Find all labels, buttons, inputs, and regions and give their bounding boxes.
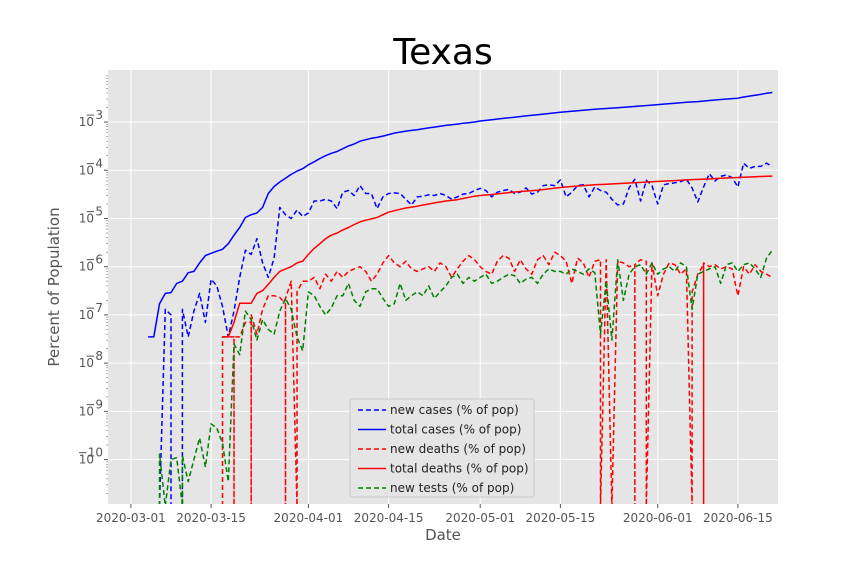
y-tick-exponent: −6 bbox=[85, 253, 103, 267]
series-line-2 bbox=[148, 91, 773, 338]
series-line-3 bbox=[221, 251, 773, 504]
y-tick-base: 10 bbox=[79, 453, 94, 467]
y-tick-exponent: −10 bbox=[78, 446, 103, 460]
x-tick-label: 2020-03-01 bbox=[96, 511, 166, 525]
x-tick-label: 2020-05-01 bbox=[445, 511, 515, 525]
x-tick-label: 2020-03-15 bbox=[176, 511, 246, 525]
legend-label: new deaths (% of pop) bbox=[390, 442, 526, 456]
y-tick-label: 10 bbox=[79, 356, 94, 370]
legend: new cases (% of pop) total cases (% of po… bbox=[349, 398, 535, 498]
y-tick-base: 10 bbox=[79, 115, 94, 129]
series-line-1 bbox=[158, 162, 773, 504]
y-tick-base: 10 bbox=[79, 211, 94, 225]
y-tick-label: 10 bbox=[79, 308, 94, 322]
x-axis: 2020-03-01 2020-03-15 2020-04-01 2020-04-15… bbox=[96, 504, 773, 525]
legend-box bbox=[349, 398, 535, 498]
y-tick-label: 10 bbox=[79, 453, 94, 467]
y-tick-exponent: −3 bbox=[85, 108, 103, 122]
legend-label: new tests (% of pop) bbox=[390, 481, 514, 495]
x-tick-label: 2020-05-15 bbox=[526, 511, 596, 525]
y-axis-label: Percent of Population bbox=[45, 207, 63, 366]
x-axis-label: Date bbox=[425, 526, 461, 544]
chart-title: Texas bbox=[392, 32, 493, 73]
legend-label: total cases (% of pop) bbox=[390, 423, 521, 437]
legend-label: new cases (% of pop) bbox=[390, 403, 519, 417]
y-tick-base: 10 bbox=[79, 260, 94, 274]
y-tick-base: 10 bbox=[79, 404, 94, 418]
y-tick-exponent: −9 bbox=[85, 397, 103, 411]
y-tick-label: 10 bbox=[79, 163, 94, 177]
y-tick-base: 10 bbox=[79, 308, 94, 322]
legend-label: total deaths (% of pop) bbox=[390, 462, 529, 476]
y-tick-exponent: −8 bbox=[85, 349, 103, 363]
x-tick-label: 2020-06-01 bbox=[623, 511, 693, 525]
y-tick-base: 10 bbox=[79, 356, 94, 370]
y-tick-label: 10 bbox=[79, 115, 94, 129]
y-tick-exponent: −4 bbox=[85, 156, 103, 170]
y-tick-label: 10 bbox=[79, 211, 94, 225]
y-tick-base: 10 bbox=[79, 163, 94, 177]
series-line-4 bbox=[222, 175, 773, 338]
series-layer bbox=[148, 91, 773, 504]
x-tick-label: 2020-04-01 bbox=[274, 511, 344, 525]
y-tick-label: 10 bbox=[79, 260, 94, 274]
y-tick-exponent: −5 bbox=[85, 204, 103, 218]
y-tick-exponent: −7 bbox=[85, 301, 103, 315]
x-tick-label: 2020-06-15 bbox=[703, 511, 773, 525]
x-tick-label: 2020-04-15 bbox=[354, 511, 424, 525]
y-tick-label: 10 bbox=[79, 404, 94, 418]
